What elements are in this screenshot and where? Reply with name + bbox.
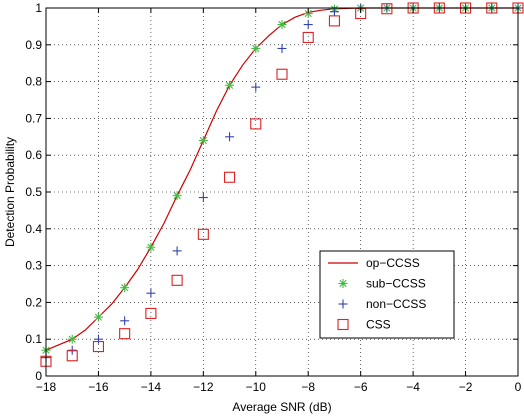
y-axis-label: Detection Probability — [3, 137, 17, 247]
data-point — [172, 246, 182, 256]
legend-item: non−CCSS — [338, 297, 426, 311]
x-tick-label: −6 — [354, 380, 368, 394]
y-tick-label: 1 — [35, 1, 42, 15]
x-tick-label: −10 — [246, 380, 267, 394]
data-point — [120, 316, 130, 326]
data-point — [120, 283, 130, 293]
data-point — [93, 312, 103, 322]
data-point — [146, 242, 156, 252]
y-tick-label: 0 — [35, 369, 42, 383]
data-point — [146, 288, 156, 298]
x-tick-label: 0 — [515, 380, 522, 394]
y-tick-label: 0.5 — [25, 185, 42, 199]
y-tick-label: 0.4 — [25, 222, 42, 236]
data-point — [328, 15, 340, 27]
legend-item: CSS — [337, 318, 391, 332]
legend-label: sub−CCSS — [366, 277, 426, 291]
y-tick-label: 0.7 — [25, 111, 42, 125]
data-point — [303, 20, 313, 30]
data-point — [277, 20, 287, 30]
data-point — [224, 171, 236, 183]
data-point — [277, 43, 287, 53]
legend-swatch — [337, 318, 349, 331]
data-point — [381, 3, 393, 15]
data-point — [198, 135, 208, 145]
legend-label: op−CCSS — [366, 256, 420, 270]
marker-stroke-d2 — [225, 81, 234, 89]
data-point — [171, 274, 183, 286]
data-point — [172, 191, 182, 201]
data-point — [119, 328, 131, 340]
legend-label: non−CCSS — [366, 297, 426, 311]
x-tick-label: −14 — [141, 380, 162, 394]
data-point — [276, 68, 288, 80]
axis-ticks: −18 −16 −14 −12 −10 −8 −6 −4 −2 0 0 0.1 0.2 0.3 0.4 0.5… — [25, 1, 521, 394]
legend-box — [319, 250, 455, 339]
y-tick-label: 0.8 — [25, 75, 42, 89]
data-point — [145, 307, 157, 319]
legend-label: CSS — [366, 318, 391, 332]
x-tick-label: −8 — [301, 380, 315, 394]
data-point — [251, 82, 261, 92]
marker-stroke-d2 — [68, 335, 76, 343]
data-point — [197, 228, 209, 240]
data-point — [329, 7, 339, 17]
y-tick-label: 0.6 — [25, 148, 42, 162]
data-point — [66, 350, 78, 362]
marker-stroke-d2 — [173, 192, 181, 200]
marker-stroke-d2 — [121, 284, 129, 292]
data-point — [250, 118, 262, 130]
x-tick-label: −12 — [193, 380, 214, 394]
marker-stroke-d2 — [278, 20, 286, 29]
x-axis-label: Average SNR (dB) — [232, 400, 331, 414]
data-point — [225, 132, 235, 142]
marker-stroke-d2 — [252, 44, 260, 53]
legend-item: op−CCSS — [328, 256, 420, 270]
marker-stroke-d2 — [147, 243, 155, 251]
data-point — [93, 334, 103, 344]
x-tick-label: −18 — [36, 380, 57, 394]
data-point — [225, 80, 235, 90]
legend-swatch — [338, 299, 348, 309]
data-point — [251, 43, 261, 53]
y-tick-label: 0.1 — [25, 332, 42, 346]
y-tick-label: 0.3 — [25, 259, 42, 273]
data-point — [67, 334, 77, 344]
x-tick-label: −16 — [88, 380, 109, 394]
y-tick-label: 0.2 — [25, 295, 42, 309]
marker-stroke-d2 — [94, 313, 103, 321]
data-point — [92, 341, 104, 353]
x-tick-label: −4 — [406, 380, 420, 394]
marker-stroke-d2 — [304, 9, 312, 18]
marker-stroke-d2 — [199, 136, 207, 145]
data-point — [302, 31, 314, 43]
legend-swatch — [338, 279, 348, 288]
legend: op−CCSS sub−CCSS non−CCSS CSS — [319, 250, 455, 339]
marker-stroke-d2 — [339, 279, 347, 288]
x-tick-label: −2 — [459, 380, 473, 394]
y-tick-label: 0.9 — [25, 38, 42, 52]
data-point — [198, 193, 208, 203]
legend-item: sub−CCSS — [338, 277, 426, 291]
